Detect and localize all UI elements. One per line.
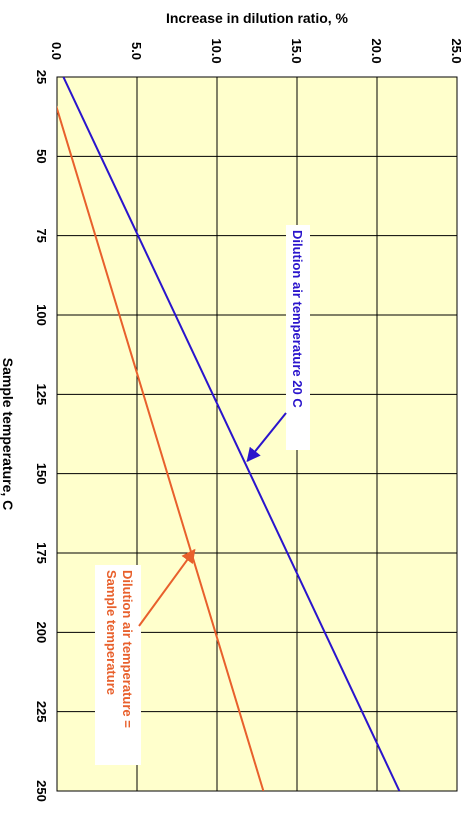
annotation-box-0 (286, 225, 310, 450)
tick-label-temperature: 100 (34, 304, 49, 326)
tick-label-value: 10.0 (209, 38, 224, 63)
annotation-arrow-1 (138, 548, 196, 627)
tick-label-value: 0.0 (49, 42, 64, 60)
annotations: Dilution air temperature 20 C Dilution ai… (95, 225, 310, 765)
annotation-box-1 (95, 565, 141, 765)
tick-label-temperature: 225 (34, 701, 49, 723)
annotation-label-1-line-0: Dilution air temperature = (120, 570, 135, 728)
tick-label-temperature: 75 (34, 228, 49, 242)
tick-label-temperature: 150 (34, 463, 49, 485)
value-axis-title: Increase in dilution ratio, % (166, 10, 349, 26)
tick-label-value: 15.0 (289, 38, 304, 63)
ticks: 25 50 75 100 125 150 175 200 225 250 0.0 5.0 10.0 15.… (34, 38, 464, 802)
tick-label-temperature: 250 (34, 780, 49, 802)
annotation-label-0: Dilution air temperature 20 C (290, 230, 305, 408)
tick-label-value: 25.0 (449, 38, 464, 63)
tick-label-temperature: 175 (34, 542, 49, 564)
annotation-arrow-0 (246, 412, 287, 463)
tick-label-temperature: 125 (34, 383, 49, 405)
temperature-axis-title: Sample temperature, C (0, 358, 16, 511)
series-line-1 (57, 105, 265, 791)
tick-label-temperature: 50 (34, 149, 49, 163)
tick-label-temperature: 200 (34, 621, 49, 643)
tick-label-value: 20.0 (369, 38, 384, 63)
series-line-0 (62, 77, 401, 791)
tick-label-temperature: 25 (34, 70, 49, 84)
annotation-label-1-line-1: Sample temperature (104, 570, 119, 695)
tick-label-value: 5.0 (129, 42, 144, 60)
series-layer (57, 77, 401, 791)
